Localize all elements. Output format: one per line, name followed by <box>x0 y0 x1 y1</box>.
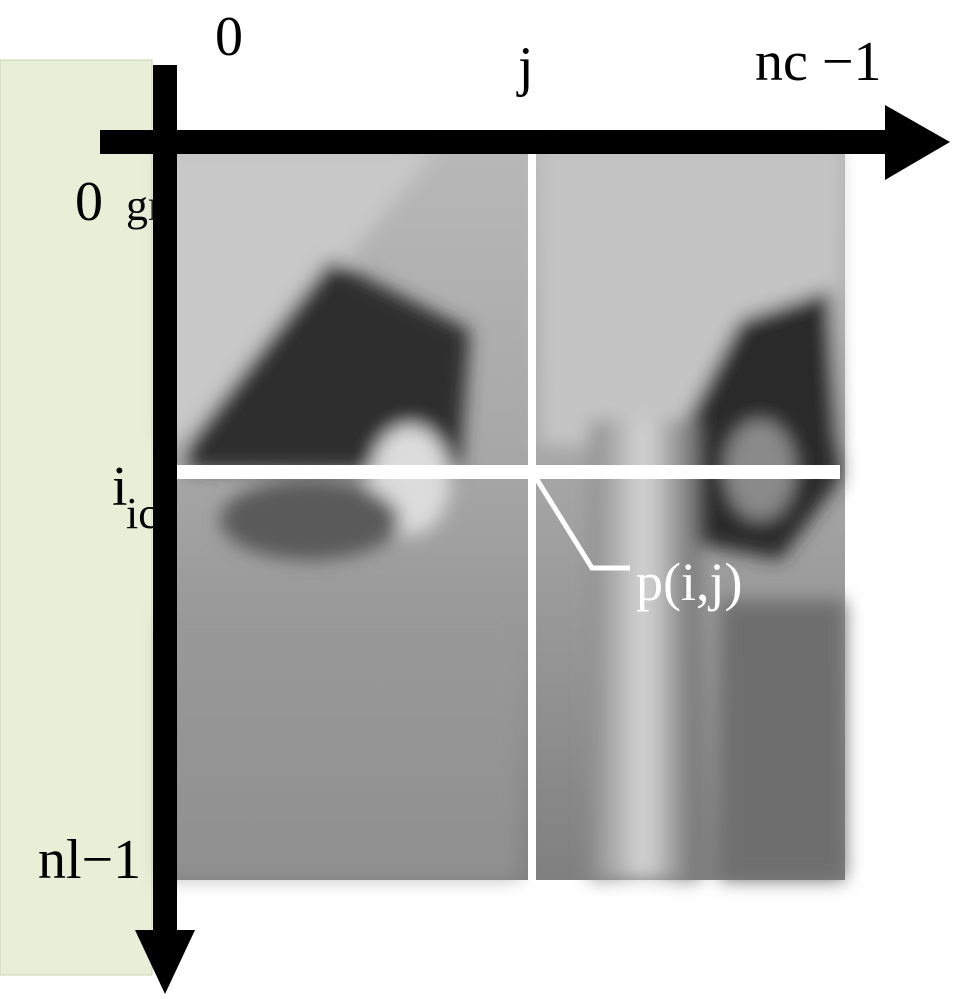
y-arrow <box>135 930 195 994</box>
photo <box>160 145 845 880</box>
pixel-label: p(i,j) <box>636 552 742 612</box>
side-text: ic <box>126 489 158 538</box>
leader-line <box>533 476 630 571</box>
column-label: 0 <box>215 6 243 68</box>
row-label: nl−1 <box>38 829 141 891</box>
column-label: j <box>516 36 534 98</box>
column-label: nc −1 <box>755 31 881 93</box>
side-panel <box>0 59 153 976</box>
row-label: i <box>112 456 128 518</box>
row-label: 0 <box>75 171 103 233</box>
x-arrow <box>885 105 950 180</box>
